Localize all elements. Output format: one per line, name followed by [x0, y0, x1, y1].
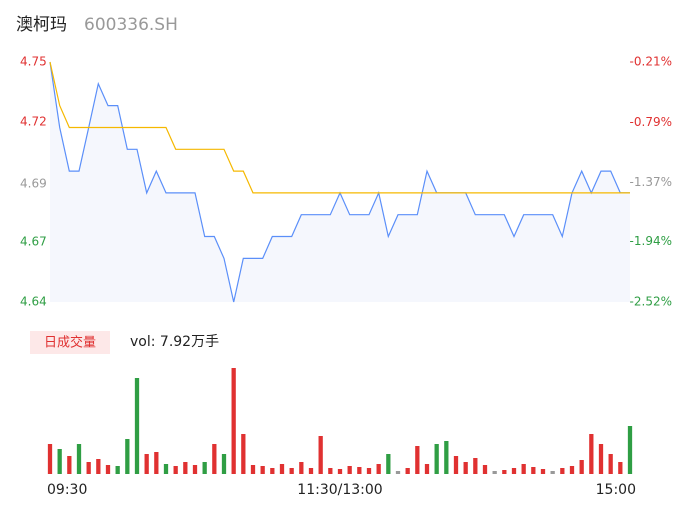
volume-bar	[434, 444, 439, 474]
volume-bar	[357, 467, 362, 474]
volume-bar	[386, 454, 391, 474]
volume-bar	[144, 454, 149, 474]
volume-bar	[125, 439, 130, 474]
volume-bar	[250, 465, 256, 474]
volume-bar	[86, 462, 91, 474]
y2-tick-label: -0.21%	[630, 55, 672, 69]
volume-bar	[76, 444, 82, 474]
volume-bar	[221, 454, 227, 474]
volume-bar	[589, 434, 594, 474]
volume-bar	[260, 466, 265, 474]
volume-bar	[511, 468, 517, 474]
volume-bar	[444, 441, 449, 474]
y-tick-label: 4.75	[20, 55, 47, 69]
volume-bar	[376, 464, 381, 474]
volume-bar	[337, 469, 343, 474]
volume-bar	[540, 469, 546, 474]
volume-bar	[463, 462, 468, 474]
volume-bar	[579, 460, 584, 474]
volume-bar	[105, 465, 111, 474]
volume-legend: 日成交量	[44, 335, 96, 351]
volume-bar	[424, 464, 430, 474]
volume-bar	[183, 462, 188, 474]
volume-bar	[531, 467, 536, 474]
volume-bar	[550, 471, 555, 474]
stock-code: 600336.SH	[84, 15, 178, 35]
volume-bar	[241, 434, 246, 474]
volume-bar	[134, 378, 140, 474]
volume-bar	[608, 454, 613, 474]
y2-tick-label: -1.37%	[630, 175, 672, 189]
volume-bar	[415, 446, 420, 474]
volume-bar	[473, 458, 478, 474]
volume-bar	[163, 464, 169, 474]
x-tick-label: 09:30	[47, 482, 87, 498]
volume-bar	[173, 466, 178, 474]
volume-bar	[482, 465, 488, 474]
legend-box	[30, 331, 110, 354]
volume-bar	[289, 468, 294, 474]
volume-bar	[192, 465, 198, 474]
volume-bar	[308, 468, 314, 474]
volume-bar	[502, 470, 507, 474]
volume-bar	[279, 464, 285, 474]
volume-bar	[347, 466, 352, 474]
series-line	[49, 61, 630, 194]
volume-bar	[212, 444, 217, 474]
y2-tick-label: -0.79%	[630, 115, 672, 129]
y-tick-label: 4.69	[20, 177, 47, 191]
volume-bar	[560, 468, 565, 474]
stock-name: 澳柯玛	[16, 15, 67, 35]
volume-bar	[569, 466, 575, 474]
y2-tick-label: -1.94%	[630, 234, 672, 248]
volume-bar	[202, 462, 207, 474]
volume-bar	[395, 471, 401, 474]
volume-bar	[405, 468, 410, 474]
volume-bar	[96, 459, 101, 474]
y-tick-label: 4.64	[20, 295, 47, 309]
volume-bar	[318, 436, 323, 474]
volume-bar	[154, 452, 159, 474]
price-area	[50, 62, 630, 302]
volume-bar	[492, 471, 497, 474]
volume-bar	[618, 462, 623, 474]
volume-bar	[299, 462, 304, 474]
volume-bar	[627, 426, 633, 474]
volume-bar	[115, 466, 120, 474]
volume-total: vol: 7.92万手	[130, 334, 219, 350]
volume-bar	[47, 444, 53, 474]
y2-tick-label: -2.52%	[630, 295, 672, 309]
volume-bar	[366, 468, 372, 474]
x-tick-label: 11:30/13:00	[297, 482, 382, 498]
x-tick-label: 15:00	[596, 482, 636, 498]
volume-bar	[57, 449, 62, 474]
volume-bar	[67, 456, 72, 474]
y-tick-label: 4.72	[20, 115, 47, 129]
volume-bar	[328, 468, 333, 474]
volume-bar	[453, 456, 459, 474]
volume-bar	[270, 468, 275, 474]
y-tick-label: 4.67	[20, 235, 47, 249]
volume-bar	[598, 444, 604, 474]
volume-bar	[521, 464, 526, 474]
volume-bar	[231, 368, 236, 474]
